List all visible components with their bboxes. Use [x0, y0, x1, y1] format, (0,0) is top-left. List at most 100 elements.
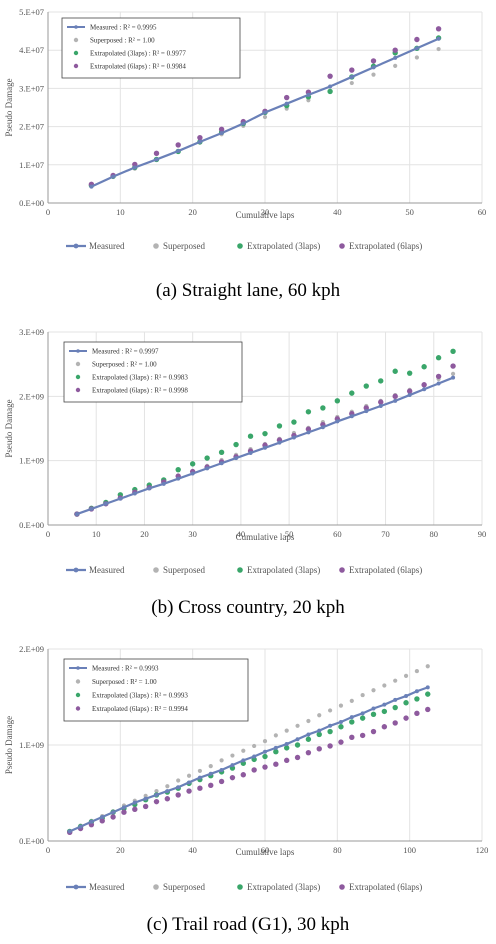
- data-point-superposed: [393, 63, 398, 68]
- data-point-measured: [393, 697, 398, 702]
- x-axis-label: Cumulative laps: [236, 847, 295, 857]
- data-point-measured: [320, 425, 325, 430]
- data-point-extrap6: [262, 764, 268, 770]
- x-axis-label: Cumulative laps: [236, 532, 295, 542]
- data-point-measured: [425, 685, 430, 690]
- inset-legend-marker: [74, 25, 78, 29]
- data-point-extrap6: [392, 393, 398, 400]
- data-point-extrap6: [121, 809, 127, 815]
- data-point-extrap6: [110, 814, 116, 820]
- data-point-measured: [349, 74, 354, 79]
- data-point-extrap3: [421, 364, 427, 370]
- data-point-measured: [132, 800, 137, 805]
- data-point-measured: [263, 110, 267, 115]
- data-point-superposed: [197, 768, 202, 774]
- bottom-legend-marker: [339, 884, 345, 890]
- data-point-measured: [295, 737, 300, 742]
- data-point-extrap3: [218, 449, 225, 456]
- y-tick-label: 4.E+07: [19, 45, 44, 55]
- data-point-extrap3: [378, 378, 384, 384]
- bottom-legend-label: Extrapolated (6laps): [349, 241, 422, 251]
- data-point-extrap6: [414, 36, 420, 43]
- data-point-superposed: [230, 753, 235, 758]
- data-point-superposed: [414, 55, 419, 60]
- x-tick-label: 80: [333, 845, 342, 855]
- data-point-measured: [393, 55, 398, 60]
- data-point-extrap6: [229, 774, 236, 781]
- data-point-measured: [273, 745, 278, 750]
- data-point-extrap3: [262, 430, 268, 437]
- data-point-extrap3: [204, 455, 210, 461]
- data-point-measured: [121, 805, 126, 810]
- bottom-legend-marker: [73, 884, 79, 890]
- y-tick-label: 5.E+07: [19, 7, 44, 17]
- data-point-measured: [414, 689, 419, 694]
- x-tick-label: 30: [261, 207, 270, 217]
- data-point-extrap6: [175, 142, 181, 148]
- data-point-measured: [335, 419, 340, 424]
- data-point-extrap6: [284, 757, 290, 764]
- data-point-measured: [328, 84, 333, 89]
- data-point-extrap6: [327, 73, 333, 79]
- data-point-extrap3: [305, 409, 312, 415]
- inset-legend-label: Superposed : R² = 1.00: [92, 678, 157, 686]
- y-tick-label: 2.E+09: [19, 644, 44, 654]
- inset-legend-marker: [73, 37, 79, 43]
- inset-legend-label: Extrapolated (3laps) : R² = 0.9993: [92, 692, 188, 700]
- data-point-extrap3: [294, 742, 301, 748]
- data-point-measured: [187, 780, 192, 785]
- data-point-measured: [111, 810, 116, 815]
- data-point-measured: [436, 36, 441, 41]
- data-point-superposed: [208, 764, 213, 769]
- data-point-extrap6: [99, 818, 105, 824]
- data-point-extrap3: [349, 719, 355, 725]
- y-tick-label: 1.E+07: [19, 160, 44, 170]
- data-point-superposed: [154, 788, 159, 794]
- y-axis-label: Pseudo Damage: [4, 716, 14, 774]
- inset-legend-marker: [73, 50, 79, 56]
- data-point-measured: [291, 435, 296, 440]
- data-point-superposed: [176, 778, 181, 783]
- data-point-measured: [78, 824, 83, 829]
- y-tick-label: 2.E+09: [19, 391, 44, 401]
- bottom-legend-marker: [237, 567, 243, 573]
- y-axis-label: Pseudo Damage: [4, 78, 14, 136]
- inset-legend-label: Superposed : R² = 1.00: [90, 37, 155, 45]
- data-point-measured: [234, 456, 239, 461]
- data-point-extrap6: [218, 126, 225, 132]
- data-point-superposed: [219, 758, 224, 763]
- data-point-superposed: [371, 688, 376, 693]
- data-point-measured: [317, 728, 322, 733]
- data-point-extrap6: [197, 785, 203, 791]
- data-point-extrap3: [276, 423, 283, 429]
- chart-straight-lane: 0.E+00 1.E+07 2.E+07 3.E+07 4.E+07 5.E+07 0 10 2…: [4, 7, 486, 251]
- data-point-extrap3: [359, 715, 366, 721]
- data-point-superposed: [338, 703, 344, 708]
- data-point-superposed: [273, 733, 278, 738]
- data-point-measured: [248, 450, 253, 455]
- data-point-measured: [219, 461, 224, 466]
- data-point-extrap3: [262, 753, 268, 760]
- data-point-extrap6: [370, 58, 377, 64]
- data-point-extrap3: [403, 700, 409, 706]
- data-point-measured: [118, 496, 123, 501]
- data-point-measured: [219, 131, 224, 136]
- data-point-superposed: [403, 673, 409, 678]
- x-tick-label: 120: [476, 845, 489, 855]
- data-point-measured: [205, 466, 210, 471]
- data-point-measured: [165, 789, 170, 794]
- data-point-extrap6: [414, 710, 420, 717]
- inset-legend-label: Measured : R² = 0.9997: [92, 348, 159, 356]
- data-point-measured: [208, 771, 213, 776]
- data-point-extrap3: [425, 691, 431, 697]
- bottom-legend-label: Superposed: [163, 241, 205, 251]
- data-point-extrap3: [175, 466, 181, 473]
- data-point-extrap6: [403, 715, 409, 721]
- data-point-measured: [378, 403, 383, 408]
- data-point-extrap3: [327, 88, 333, 95]
- chart-cross-country: 0.E+00 1.E+09 2.E+09 3.E+09 0 10 20 30 40 50 60 70 8…: [4, 327, 486, 575]
- data-point-measured: [284, 101, 289, 106]
- data-point-measured: [263, 445, 267, 450]
- data-point-extrap6: [425, 706, 431, 713]
- bottom-legend-marker: [73, 567, 79, 573]
